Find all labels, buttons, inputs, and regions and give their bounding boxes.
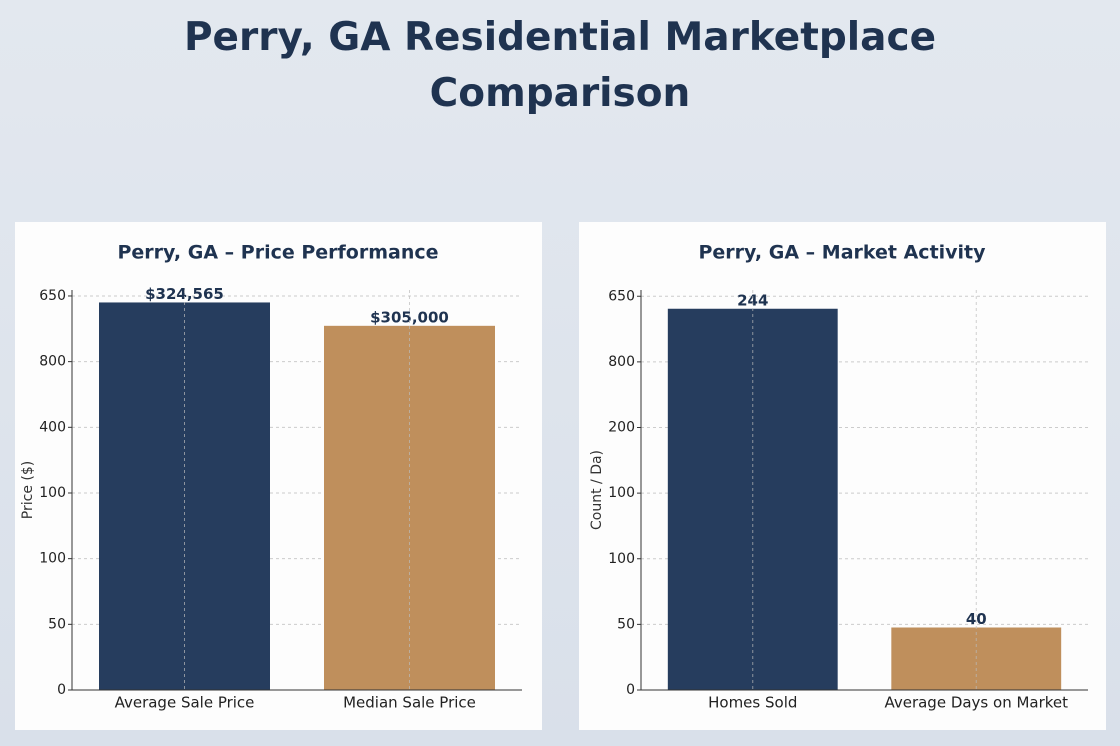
- value-label: 40: [966, 610, 987, 628]
- y-tick-label: 100: [608, 551, 635, 567]
- y-tick-label: 0: [57, 682, 66, 698]
- y-tick-label: 100: [39, 551, 66, 567]
- x-tick-label: Average Days on Market: [884, 694, 1068, 712]
- y-tick-label: 50: [48, 616, 66, 632]
- y-axis-label: Price ($): [20, 461, 36, 519]
- y-tick-label: 50: [617, 616, 635, 632]
- page-title: Perry, GA Residential Marketplace Compar…: [183, 15, 937, 116]
- y-tick-label: 100: [39, 485, 66, 501]
- y-tick-label: 200: [608, 420, 635, 436]
- x-tick-label: Homes Sold: [708, 694, 797, 712]
- y-tick-label: 100: [608, 485, 635, 501]
- chart-title: Perry, GA – Price Performance: [117, 242, 438, 264]
- y-tick-label: 650: [39, 288, 66, 304]
- x-tick-label: Median Sale Price: [343, 694, 476, 712]
- y-tick-label: 800: [608, 354, 635, 370]
- y-tick-label: 800: [39, 354, 66, 370]
- y-tick-label: 400: [39, 419, 66, 435]
- value-label: 244: [737, 291, 768, 309]
- x-tick-label: Average Sale Price: [115, 694, 255, 712]
- y-tick-label: 650: [608, 288, 635, 304]
- value-label: $305,000: [370, 308, 449, 326]
- y-axis-label: Count / Da): [589, 450, 605, 530]
- y-tick-label: 0: [626, 682, 635, 698]
- chart-title: Perry, GA – Market Activity: [698, 242, 986, 264]
- value-label: $324,565: [145, 285, 224, 303]
